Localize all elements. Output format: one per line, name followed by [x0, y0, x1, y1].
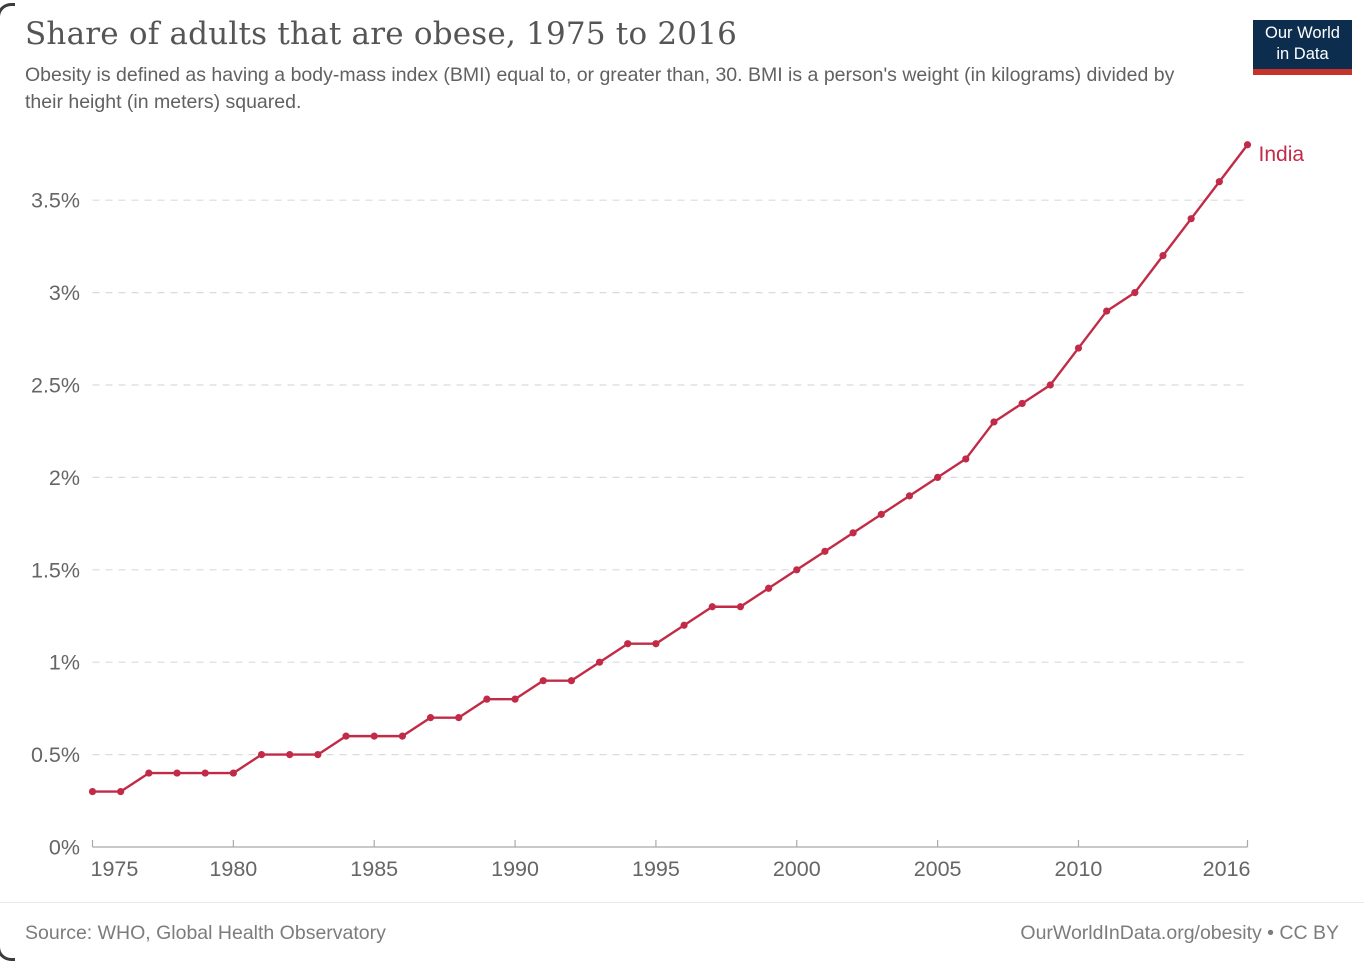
data-point	[1187, 215, 1195, 223]
y-tick-label: 2%	[49, 466, 80, 490]
data-point	[793, 566, 801, 574]
data-point	[1018, 399, 1026, 408]
data-point	[455, 714, 463, 722]
x-tick-label: 1990	[491, 857, 539, 881]
data-point	[1046, 381, 1054, 389]
source-text: Source: WHO, Global Health Observatory	[25, 922, 386, 944]
data-point	[539, 677, 547, 685]
data-point	[370, 732, 378, 740]
data-point	[595, 658, 604, 666]
owid-logo-box: Our World in Data	[1253, 20, 1352, 69]
y-tick-label: 0%	[49, 836, 80, 860]
x-tick-label: 2016	[1203, 857, 1251, 881]
data-point	[624, 640, 632, 648]
y-tick-label: 2.5%	[31, 374, 80, 398]
data-point	[1103, 307, 1111, 315]
data-point	[1243, 141, 1252, 149]
data-point	[990, 418, 998, 426]
x-tick-label: 1980	[209, 857, 257, 881]
data-point	[286, 751, 294, 759]
y-tick-label: 3%	[49, 281, 80, 305]
x-tick-label: 2005	[914, 857, 962, 881]
series-label-india: India	[1259, 143, 1305, 166]
data-point	[877, 510, 885, 518]
data-point	[511, 695, 519, 703]
logo-stripe	[1253, 69, 1352, 75]
data-point	[905, 492, 914, 500]
data-point	[342, 732, 350, 740]
x-tick-label: 2000	[773, 857, 821, 881]
data-point	[821, 547, 829, 555]
page-subtitle: Obesity is defined as having a body-mass…	[25, 64, 1175, 113]
data-point	[934, 473, 942, 481]
page-title: Share of adults that are obese, 1975 to …	[25, 16, 738, 52]
y-tick-label: 3.5%	[31, 189, 80, 213]
data-point	[145, 769, 153, 777]
data-point	[708, 603, 716, 611]
data-point	[257, 751, 266, 759]
data-point	[1074, 344, 1083, 352]
y-tick-label: 0.5%	[31, 743, 80, 767]
owid-logo: Our World in Data	[1253, 20, 1352, 75]
data-point	[229, 769, 237, 777]
data-point	[652, 640, 660, 648]
data-point	[1159, 252, 1167, 260]
data-point	[201, 769, 209, 777]
data-point	[314, 751, 322, 759]
data-point	[117, 787, 125, 796]
data-point	[567, 677, 576, 685]
data-point	[680, 621, 688, 629]
data-point	[764, 584, 773, 592]
data-point	[1215, 178, 1223, 186]
data-point	[88, 787, 97, 796]
logo-line-1: Our World	[1265, 24, 1340, 42]
data-point	[173, 769, 181, 777]
x-tick-label: 1995	[632, 857, 680, 881]
credit-text: OurWorldInData.org/obesity • CC BY	[1020, 922, 1339, 944]
data-point	[426, 714, 435, 722]
chart-footer: Source: WHO, Global Health Observatory O…	[0, 902, 1364, 964]
data-point	[483, 695, 491, 703]
chart-header: Share of adults that are obese, 1975 to …	[25, 16, 1225, 116]
data-point	[849, 529, 857, 537]
data-point	[1131, 289, 1139, 297]
y-tick-label: 1%	[49, 651, 80, 675]
x-tick-label: 1985	[350, 857, 398, 881]
data-point	[398, 732, 406, 740]
india-series-line	[91, 143, 1249, 793]
logo-line-2: in Data	[1276, 45, 1329, 63]
x-tick-label: 1975	[91, 857, 139, 881]
data-point	[962, 455, 970, 463]
data-point	[736, 603, 745, 611]
y-tick-label: 1.5%	[31, 558, 80, 582]
x-tick-label: 2010	[1055, 857, 1103, 881]
